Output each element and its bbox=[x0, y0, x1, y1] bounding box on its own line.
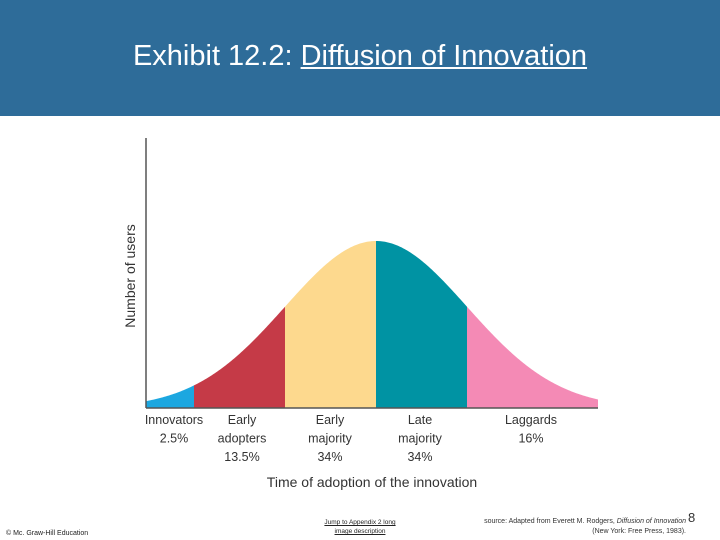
copyright-text: © Mc. Graw-Hill Education bbox=[6, 530, 89, 537]
segment-label: 13.5% bbox=[224, 450, 259, 464]
jump-to-appendix-link[interactable]: Jump to Appendix 2 long image descriptio… bbox=[308, 518, 412, 536]
segment-laggards bbox=[467, 306, 598, 408]
segment-early-majority bbox=[285, 241, 376, 408]
segment-label: Innovators bbox=[145, 413, 203, 427]
diffusion-chart: Innovators 2.5% Early adopters 13.5% Early maj… bbox=[122, 138, 598, 490]
y-axis-label: Number of users bbox=[122, 224, 138, 327]
segment-label: Early bbox=[316, 413, 345, 427]
segment-label: 16% bbox=[518, 432, 543, 446]
segment-label: Late bbox=[408, 413, 432, 427]
segment-label: 2.5% bbox=[160, 432, 189, 446]
segment-label: Laggards bbox=[505, 413, 557, 427]
segment-label: adopters bbox=[218, 432, 267, 446]
segment-label: 34% bbox=[407, 450, 432, 464]
segment-late-majority bbox=[376, 241, 467, 408]
segment-label: majority bbox=[308, 432, 353, 446]
segment-innovators bbox=[146, 385, 194, 408]
segment-label: majority bbox=[398, 432, 443, 446]
slide-header: Exhibit 12.2: Diffusion of Innovation bbox=[0, 0, 720, 116]
jump-link-line1[interactable]: Jump to Appendix 2 long bbox=[324, 519, 396, 526]
source-citation: source: Adapted from Everett M. Rodgers,… bbox=[420, 517, 686, 537]
segment-label: 34% bbox=[317, 450, 342, 464]
x-axis-label: Time of adoption of the innovation bbox=[267, 474, 477, 490]
title-link[interactable]: Diffusion of Innovation bbox=[300, 40, 588, 72]
source-prefix: source: Adapted from Everett M. Rodgers, bbox=[484, 518, 617, 525]
segment-label: Early bbox=[228, 413, 257, 427]
jump-link-line2[interactable]: image description bbox=[334, 528, 386, 535]
slide-title: Exhibit 12.2: Diffusion of Innovation bbox=[0, 40, 720, 73]
segment-early-adopters bbox=[194, 306, 285, 408]
title-prefix: Exhibit 12.2: bbox=[132, 40, 301, 72]
source-title: Diffusion of Innovation bbox=[616, 518, 686, 525]
page-number: 8 bbox=[688, 510, 696, 525]
source-line2: (New York: Free Press, 1983). bbox=[592, 528, 686, 535]
